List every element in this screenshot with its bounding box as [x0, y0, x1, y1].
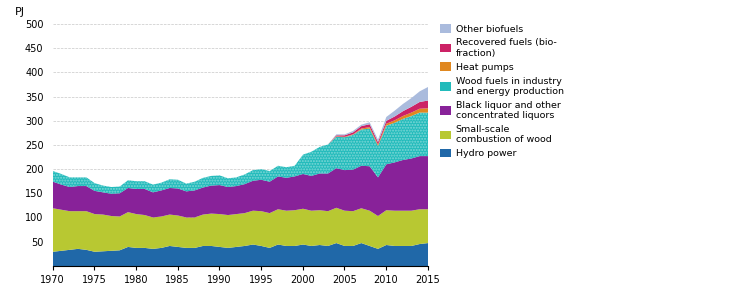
Legend: Other biofuels, Recovered fuels (bio-
fraction), Heat pumps, Wood fuels in indus: Other biofuels, Recovered fuels (bio- fr… [440, 24, 564, 158]
Text: PJ: PJ [15, 7, 25, 17]
